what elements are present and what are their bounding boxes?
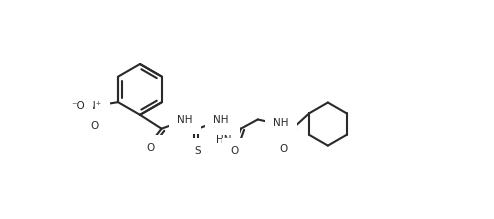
Text: HN: HN [216, 135, 232, 145]
Text: NH: NH [177, 115, 192, 125]
Text: O: O [280, 144, 288, 154]
Text: O: O [91, 121, 99, 131]
Text: O: O [231, 146, 239, 156]
Text: NH: NH [273, 118, 288, 128]
Text: ⁻O: ⁻O [71, 101, 85, 111]
Text: O: O [147, 143, 155, 153]
Text: NH: NH [213, 115, 229, 125]
Text: S: S [195, 146, 201, 156]
Text: N⁺: N⁺ [88, 101, 101, 111]
